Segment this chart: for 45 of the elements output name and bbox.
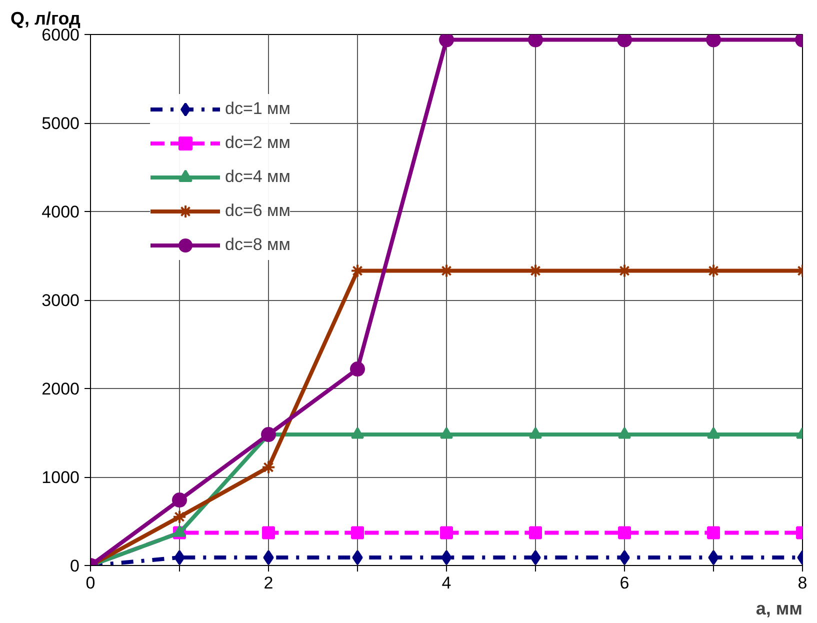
- point: [529, 526, 542, 540]
- x-axis-title: а, мм: [756, 598, 803, 618]
- point: [351, 526, 364, 540]
- point: [619, 550, 630, 566]
- point: [528, 264, 542, 278]
- x-tick-label: 6: [620, 574, 630, 592]
- point: [708, 550, 719, 566]
- point: [530, 550, 541, 566]
- point: [706, 264, 720, 278]
- point: [618, 264, 632, 278]
- point: [440, 264, 454, 278]
- legend-label: dc=2 мм: [225, 133, 290, 153]
- y-tick-label: 0: [70, 556, 80, 576]
- point: [528, 34, 543, 48]
- point: [440, 526, 453, 540]
- y-axis-title: Q, л/год: [10, 8, 81, 28]
- point: [618, 526, 631, 540]
- x-tick-label: 4: [442, 574, 452, 592]
- y-tick-label: 3000: [42, 291, 80, 310]
- y-tick-label: 1000: [42, 468, 80, 487]
- legend-label: dc=8 мм: [225, 235, 290, 255]
- point: [262, 526, 275, 540]
- point: [441, 550, 452, 566]
- x-tick-label: 2: [264, 574, 274, 592]
- legend-label: dc=6 мм: [225, 201, 290, 221]
- point: [439, 34, 454, 48]
- point: [707, 526, 720, 540]
- point: [706, 34, 721, 48]
- point: [261, 427, 276, 442]
- point: [617, 34, 632, 48]
- y-tick-label: 4000: [42, 202, 80, 222]
- point: [350, 264, 364, 278]
- point: [350, 362, 365, 377]
- point: [172, 492, 187, 508]
- point: [174, 550, 185, 566]
- x-tick-label: 8: [798, 574, 808, 592]
- point: [263, 550, 274, 566]
- point: [172, 510, 186, 524]
- y-tick-label: 2000: [42, 380, 80, 398]
- x-tick-label: 0: [86, 574, 96, 592]
- legend-label: dc=1 мм: [225, 99, 290, 119]
- point: [262, 460, 276, 474]
- y-tick-label: 5000: [42, 114, 80, 133]
- legend-label: dc=4 мм: [225, 167, 290, 187]
- point: [352, 550, 363, 566]
